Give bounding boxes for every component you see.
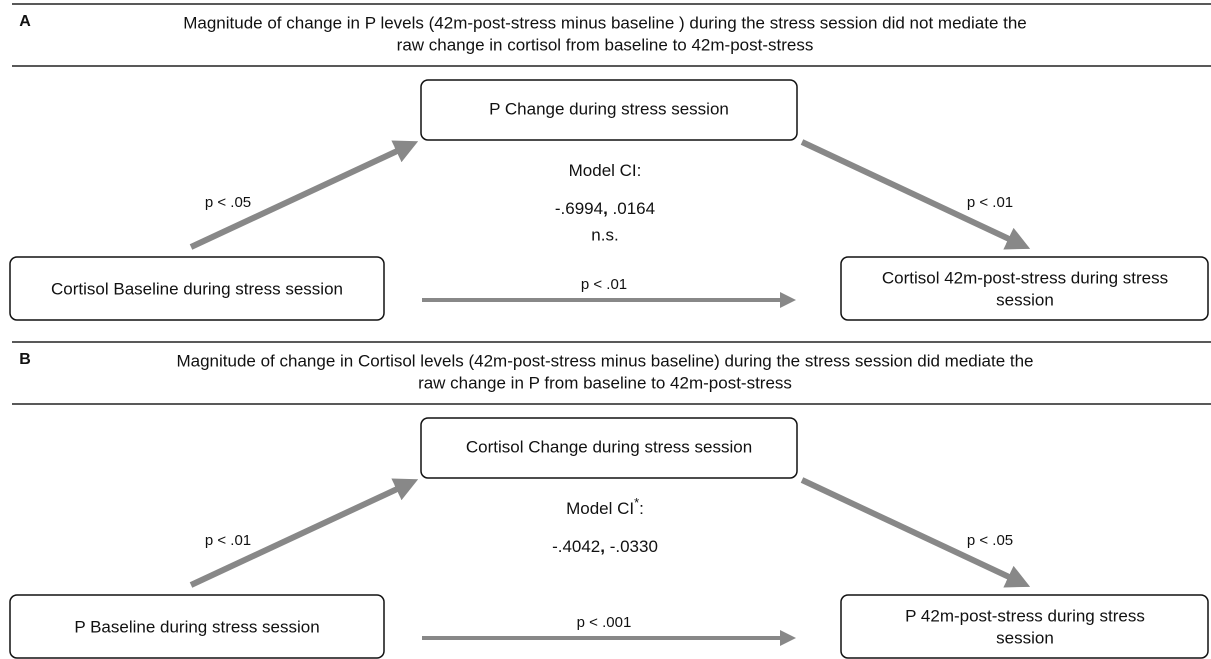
predictor-box xyxy=(9,594,385,659)
ci-value: , xyxy=(600,537,609,556)
outcome-text: P 42m-post-stress during stress xyxy=(905,606,1145,625)
ci-values: -.6994, .0164 xyxy=(555,199,655,218)
mediator-text: Cortisol Change during stress session xyxy=(466,437,752,456)
outcome-text: Cortisol 42m-post-stress during stress xyxy=(882,268,1168,287)
path-label: p < .05 xyxy=(205,194,251,211)
path-label: p < .01 xyxy=(967,194,1013,211)
ci-value: -.4042 xyxy=(552,537,600,556)
outcome-box xyxy=(840,256,1209,321)
ci-label-part: Model CI xyxy=(566,499,634,518)
panel-title: Magnitude of change in Cortisol levels (… xyxy=(176,351,1033,370)
arrow-b xyxy=(800,477,1031,588)
mediator-box xyxy=(420,417,798,479)
path-label: p < .001 xyxy=(577,614,632,631)
ci-values: -.4042, -.0330 xyxy=(552,537,658,556)
ci-label-part: : xyxy=(639,499,644,518)
arrow-a xyxy=(189,478,419,588)
ci-value: -.0330 xyxy=(610,537,658,556)
panel-label: A xyxy=(19,13,31,30)
arrow-b xyxy=(800,139,1031,250)
ci-label: Model CI*: xyxy=(566,495,644,518)
outcome-text: session xyxy=(996,290,1054,309)
ci-label-part: Model CI: xyxy=(569,161,642,180)
ci-note: n.s. xyxy=(591,225,618,244)
path-label: p < .01 xyxy=(581,276,627,293)
arrow-a xyxy=(189,140,419,250)
ci-label-part: * xyxy=(634,495,639,510)
panel: B Magnitude of change in Cortisol levels … xyxy=(9,341,1211,659)
ci-value: .0164 xyxy=(613,199,656,218)
predictor-text: P Baseline during stress session xyxy=(74,617,319,636)
predictor-text: Cortisol Baseline during stress session xyxy=(51,279,343,298)
predictor-box xyxy=(9,256,385,321)
ci-label: Model CI: xyxy=(569,161,642,180)
ci-value: , xyxy=(603,199,612,218)
path-label: p < .05 xyxy=(967,532,1013,549)
ci-value: -.6994 xyxy=(555,199,603,218)
outcome-box xyxy=(840,594,1209,659)
panel: A Magnitude of change in P levels (42m-po… xyxy=(9,3,1211,321)
mediator-box xyxy=(420,79,798,141)
mediator-text: P Change during stress session xyxy=(489,99,729,118)
panel-label: B xyxy=(19,351,31,368)
outcome-text: session xyxy=(996,628,1054,647)
panel-title: Magnitude of change in P levels (42m-pos… xyxy=(183,13,1027,32)
path-label: p < .01 xyxy=(205,532,251,549)
panel-title: raw change in P from baseline to 42m-pos… xyxy=(418,373,792,392)
panel-title: raw change in cortisol from baseline to … xyxy=(397,35,814,54)
